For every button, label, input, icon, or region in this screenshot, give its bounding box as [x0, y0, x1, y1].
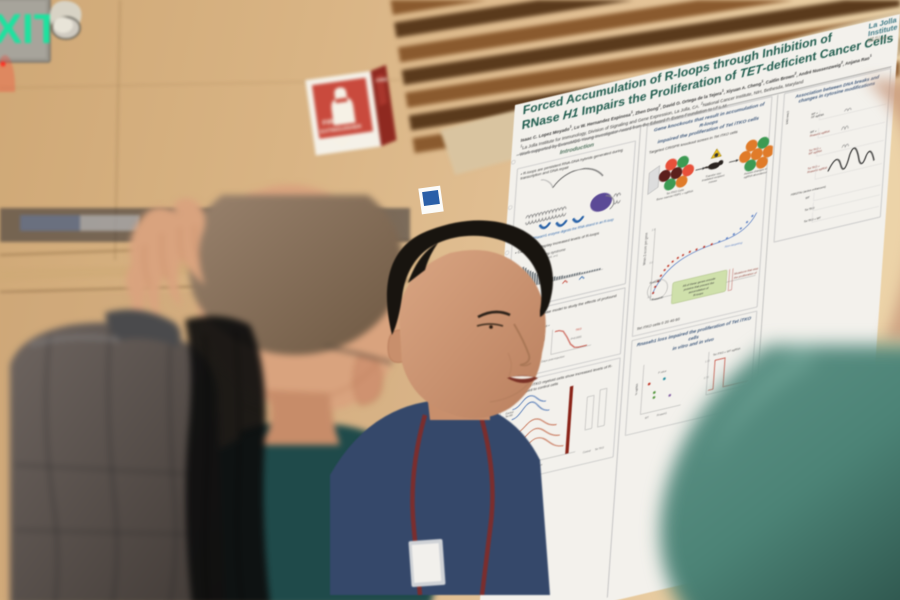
svg-text:Rnaseh2b: Rnaseh2b [652, 296, 664, 302]
svg-text:WT: WT [805, 195, 810, 200]
svg-text:mouse: mouse [709, 179, 718, 185]
svg-text:Mean Z-score per gene: Mean Z-score per gene [642, 232, 648, 266]
svg-text:H3K27Ac (active enhancers): H3K27Ac (active enhancers) [791, 184, 826, 196]
svg-text:Non-targeting: Non-targeting [725, 241, 743, 249]
